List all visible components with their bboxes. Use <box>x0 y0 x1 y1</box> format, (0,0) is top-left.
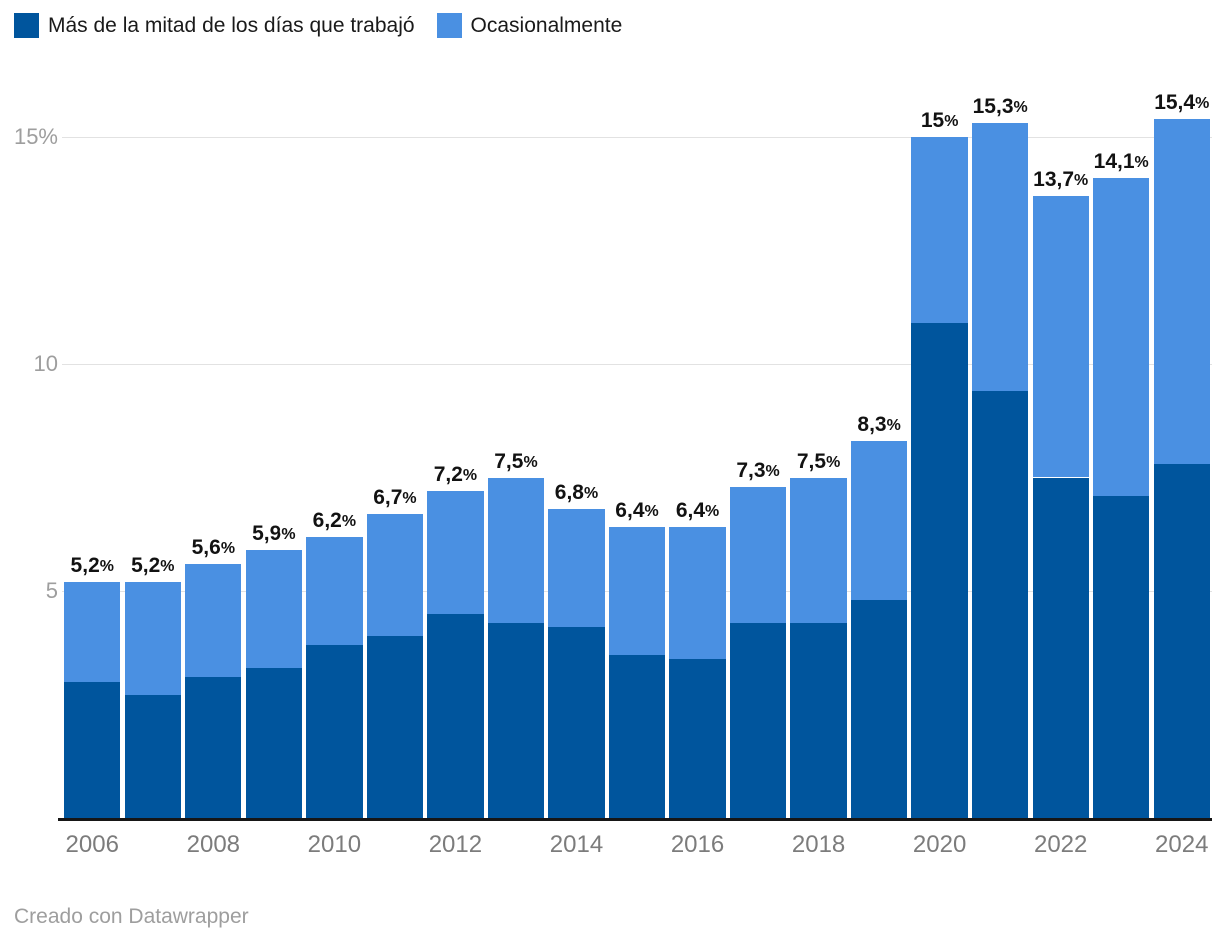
bar-2021-more-than-half-days[interactable] <box>971 391 1029 818</box>
bar-2016-occasionally[interactable] <box>669 527 726 660</box>
x-axis-label-2014: 2014 <box>549 831 604 858</box>
bar-2009-more-than-half-days[interactable] <box>245 668 302 818</box>
bar-2022-occasionally[interactable] <box>1032 196 1089 478</box>
bar-2019-more-than-half-days[interactable] <box>850 600 908 818</box>
x-axis-label-2010: 2010 <box>307 831 362 858</box>
bar-2023-occasionally[interactable] <box>1093 177 1150 496</box>
bar-total-label-2016: 6,4% <box>675 499 720 523</box>
bar-2013-occasionally[interactable] <box>487 477 545 623</box>
x-axis-label-2006: 2006 <box>65 831 119 858</box>
bar-total-label-2023: 14,1% <box>1093 149 1149 173</box>
x-axis-label-2024: 2024 <box>1155 831 1209 858</box>
bar-2020-occasionally[interactable] <box>911 137 968 324</box>
bar-2018-more-than-half-days[interactable] <box>790 622 847 818</box>
bar-total-label-2020: 15% <box>920 109 959 132</box>
x-axis-label-2016: 2016 <box>670 831 725 858</box>
bar-2011-more-than-half-days[interactable] <box>366 636 424 818</box>
bar-2024-occasionally[interactable] <box>1153 118 1210 464</box>
x-axis-line <box>58 818 1212 821</box>
gridline-10 <box>62 364 1212 365</box>
bar-total-label-2024: 15,4% <box>1154 90 1210 114</box>
y-axis-label-10: 10 <box>33 351 58 376</box>
legend-item-more-than-half-days: Más de la mitad de los días que trabajó <box>14 13 415 38</box>
bar-2006-occasionally[interactable] <box>64 581 121 682</box>
y-axis-label-5: 5 <box>45 578 58 603</box>
bar-total-label-2011: 6,7% <box>373 485 417 509</box>
bar-2017-occasionally[interactable] <box>729 486 787 623</box>
bar-2010-occasionally[interactable] <box>306 536 363 646</box>
bar-total-label-2018: 7,5% <box>796 449 841 473</box>
x-axis-label-2022: 2022 <box>1033 831 1088 858</box>
datawrapper-attribution-link[interactable]: Creado con Datawrapper <box>14 905 249 928</box>
y-axis-label-15: 15% <box>13 124 58 149</box>
bar-total-label-2008: 5,6% <box>191 535 236 559</box>
bar-2024-more-than-half-days[interactable] <box>1153 463 1210 818</box>
bar-2021-occasionally[interactable] <box>971 123 1029 392</box>
x-axis-label-2020: 2020 <box>912 831 967 858</box>
bar-2015-more-than-half-days[interactable] <box>608 654 666 818</box>
x-axis-label-2008: 2008 <box>186 831 241 858</box>
legend-swatch-light-blue <box>436 13 462 38</box>
bar-total-label-2013: 7,5% <box>494 449 538 473</box>
bar-2023-more-than-half-days[interactable] <box>1093 495 1150 818</box>
bar-total-label-2021: 15,3% <box>972 95 1028 119</box>
bar-2008-more-than-half-days[interactable] <box>185 677 242 818</box>
bar-2011-occasionally[interactable] <box>366 513 424 637</box>
bar-2009-occasionally[interactable] <box>245 550 302 669</box>
bar-2010-more-than-half-days[interactable] <box>306 645 363 818</box>
bar-total-label-2007: 5,2% <box>131 553 175 577</box>
bar-2017-more-than-half-days[interactable] <box>729 622 787 818</box>
bar-2015-occasionally[interactable] <box>608 527 666 655</box>
x-axis-label-2012: 2012 <box>428 831 483 858</box>
bar-total-label-2022: 13,7% <box>1033 168 1089 192</box>
bar-2007-occasionally[interactable] <box>124 581 181 696</box>
legend-swatch-dark-blue <box>14 13 39 38</box>
bar-2014-occasionally[interactable] <box>548 509 605 628</box>
bar-2012-more-than-half-days[interactable] <box>427 613 484 818</box>
bar-total-label-2009: 5,9% <box>252 522 296 546</box>
x-axis-label-2018: 2018 <box>791 831 846 858</box>
gridline-15 <box>62 137 1212 138</box>
bar-total-label-2017: 7,3% <box>736 458 780 482</box>
bar-total-label-2014: 6,8% <box>554 481 599 505</box>
legend-label-occasionally: Ocasionalmente <box>470 13 623 37</box>
bar-total-label-2006: 5,2% <box>70 553 114 577</box>
bar-2006-more-than-half-days[interactable] <box>64 681 121 818</box>
bar-total-label-2015: 6,4% <box>615 499 659 523</box>
bar-2007-more-than-half-days[interactable] <box>124 695 181 818</box>
bar-2019-occasionally[interactable] <box>850 441 908 601</box>
bar-2012-occasionally[interactable] <box>427 491 484 614</box>
bar-2008-occasionally[interactable] <box>185 563 242 678</box>
bar-2018-occasionally[interactable] <box>790 477 847 623</box>
bar-total-label-2010: 6,2% <box>312 508 357 532</box>
bar-2016-more-than-half-days[interactable] <box>669 659 726 818</box>
legend-label-more-than-half-days: Más de la mitad de los días que trabajó <box>48 13 415 37</box>
legend-item-occasionally: Ocasionalmente <box>436 13 623 38</box>
bar-2020-more-than-half-days[interactable] <box>911 323 968 818</box>
bar-2014-more-than-half-days[interactable] <box>548 627 605 818</box>
bar-2013-more-than-half-days[interactable] <box>487 622 545 818</box>
bar-total-label-2019: 8,3% <box>857 413 901 437</box>
bar-2022-more-than-half-days[interactable] <box>1032 477 1089 818</box>
bar-total-label-2012: 7,2% <box>433 463 478 487</box>
legend: Más de la mitad de los días que trabajó … <box>14 13 622 38</box>
